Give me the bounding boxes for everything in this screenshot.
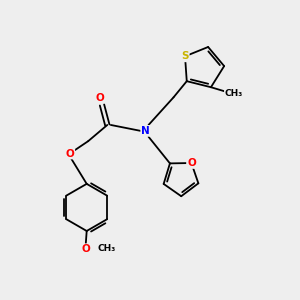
Text: O: O	[81, 244, 90, 254]
Text: S: S	[181, 51, 189, 61]
Text: N: N	[141, 126, 150, 136]
Text: CH₃: CH₃	[225, 88, 243, 98]
Text: O: O	[96, 93, 104, 103]
Text: CH₃: CH₃	[97, 244, 115, 253]
Text: O: O	[187, 158, 196, 168]
Text: O: O	[65, 148, 74, 158]
